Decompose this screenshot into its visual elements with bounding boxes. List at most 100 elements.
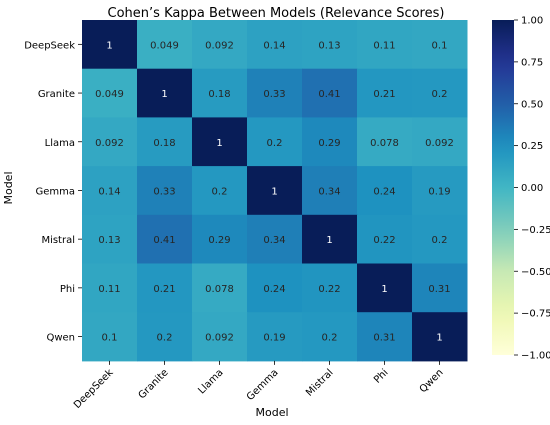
heatmap-cell <box>82 166 138 216</box>
column-label: Llama <box>196 367 225 396</box>
row-label: Qwen <box>46 333 75 344</box>
column-labels: DeepSeek Granite Llama Gemma Mistral Phi Qwen <box>72 360 446 411</box>
cell-value-label: 0.11 <box>373 40 395 51</box>
row-label: Gemma <box>35 186 75 197</box>
heatmap-cell <box>357 214 413 264</box>
cell-value-label: 0.18 <box>208 89 230 100</box>
row-label: Llama <box>45 138 75 149</box>
cell-value-label: 1 <box>161 89 167 100</box>
cell-value-label: 0.14 <box>263 40 285 51</box>
heatmap-cell <box>302 166 358 216</box>
cell-value-label: 0.34 <box>318 186 340 197</box>
column-label: DeepSeek <box>72 367 116 411</box>
heatmap-cell <box>247 117 303 167</box>
column-label: Qwen <box>418 367 446 395</box>
heatmap-cell <box>192 312 248 362</box>
x-axis-label: Model <box>255 406 288 419</box>
heatmap-cell <box>82 20 138 70</box>
heatmap-cell <box>357 312 413 362</box>
cell-value-label: 0.2 <box>432 235 448 246</box>
cell-value-label: 0.29 <box>318 138 340 149</box>
heatmap-cell <box>302 68 358 118</box>
cell-value-label: 0.092 <box>425 138 454 149</box>
cell-value-label: 0.11 <box>98 284 120 295</box>
heatmap-cell <box>192 214 248 264</box>
heatmap-cell <box>192 166 248 216</box>
colorbar-tick-label: −1.00 <box>521 351 550 362</box>
cell-value-label: 1 <box>106 40 112 51</box>
colorbar-ticks: 1.00 0.75 0.50 0.25 0.00 −0.25 −0.50 −0.75 −1.00 <box>514 16 550 362</box>
cell-value-label: 1 <box>271 186 277 197</box>
cell-value-label: 0.41 <box>153 235 175 246</box>
heatmap-cell <box>82 312 138 362</box>
cell-value-label: 0.2 <box>212 186 228 197</box>
heatmap-cell <box>302 20 358 70</box>
heatmap-cell <box>247 263 303 313</box>
cell-value-label: 0.31 <box>428 284 450 295</box>
cell-value-label: 0.13 <box>318 40 340 51</box>
cell-value-label: 0.18 <box>153 138 175 149</box>
cell-value-label: 0.2 <box>322 333 338 344</box>
cell-value-label: 0.14 <box>98 186 120 197</box>
cell-value-label: 0.22 <box>373 235 395 246</box>
cell-value-label: 0.092 <box>205 40 234 51</box>
colorbar-tick-label: −0.75 <box>521 309 550 320</box>
heatmap-cell <box>82 214 138 264</box>
heatmap-cell <box>412 68 468 118</box>
cell-value-label: 0.1 <box>432 40 448 51</box>
cell-value-label: 1 <box>216 138 222 149</box>
heatmap-cell <box>412 312 468 362</box>
colorbar-tick-label: 0.75 <box>521 57 543 68</box>
row-label: DeepSeek <box>24 40 75 51</box>
cell-value-label: 0.24 <box>263 284 285 295</box>
cell-value-label: 1 <box>381 284 387 295</box>
cell-value-label: 0.049 <box>150 40 179 51</box>
cell-value-label: 0.1 <box>102 333 118 344</box>
row-label: Granite <box>38 89 75 100</box>
heatmap-cells: 1 0.049 0.092 0.14 0.13 0.11 0.10.049 1 0.18 0.33… <box>82 20 468 362</box>
cell-value-label: 0.092 <box>95 138 124 149</box>
cell-value-label: 0.2 <box>267 138 283 149</box>
heatmap-cell <box>412 214 468 264</box>
cell-value-label: 0.31 <box>373 333 395 344</box>
heatmap-cell <box>137 166 193 216</box>
cell-value-label: 0.24 <box>373 186 395 197</box>
heatmap-cell <box>137 214 193 264</box>
cell-value-label: 0.33 <box>263 89 285 100</box>
row-label: Phi <box>60 284 75 295</box>
heatmap-cell <box>357 68 413 118</box>
heatmap-cell <box>412 166 468 216</box>
chart-title: Cohen’s Kappa Between Models (Relevance … <box>108 6 445 21</box>
heatmap-cell <box>357 166 413 216</box>
cell-value-label: 0.13 <box>98 235 120 246</box>
heatmap-cell <box>247 166 303 216</box>
heatmap-cell <box>357 20 413 70</box>
cell-value-label: 0.19 <box>428 186 450 197</box>
colorbar-gradient <box>492 20 514 355</box>
cell-value-label: 1 <box>326 235 332 246</box>
heatmap-cell <box>137 263 193 313</box>
cell-value-label: 0.049 <box>95 89 124 100</box>
heatmap-cell <box>247 68 303 118</box>
heatmap-cell <box>357 117 413 167</box>
cell-value-label: 0.41 <box>318 89 340 100</box>
colorbar-tick-label: 1.00 <box>521 16 543 27</box>
cell-value-label: 0.33 <box>153 186 175 197</box>
heatmap-cell <box>412 117 468 167</box>
heatmap-cell <box>82 117 138 167</box>
colorbar-tick-label: −0.25 <box>521 225 550 236</box>
heatmap-cell <box>82 263 138 313</box>
column-label: Granite <box>137 367 171 401</box>
heatmap-cell <box>137 68 193 118</box>
cell-value-label: 0.21 <box>153 284 175 295</box>
column-label: Phi <box>372 367 390 385</box>
cell-value-label: 0.2 <box>432 89 448 100</box>
cell-value-label: 0.078 <box>370 138 399 149</box>
cell-value-label: 1 <box>436 333 442 344</box>
column-label: Gemma <box>245 367 281 403</box>
heatmap-cell <box>302 312 358 362</box>
column-label: Mistral <box>304 367 336 399</box>
heatmap-cell <box>247 20 303 70</box>
